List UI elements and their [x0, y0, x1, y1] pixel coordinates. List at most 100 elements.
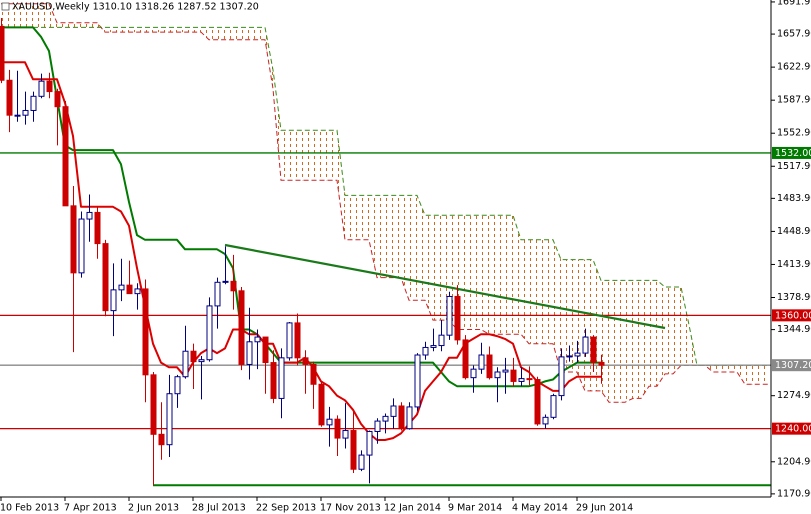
- candle-body: [542, 416, 549, 425]
- candle-body: [246, 341, 253, 365]
- candle-body: [574, 352, 581, 357]
- candle-body: [46, 80, 53, 93]
- x-tick-label: 9 Mar 2014: [448, 503, 502, 514]
- candle-body: [38, 80, 45, 97]
- senkou-line: [1, 26, 769, 366]
- candle-body: [526, 378, 533, 381]
- candle-body: [318, 383, 325, 426]
- plot-area: [0, 3, 771, 487]
- candle-body: [206, 305, 213, 361]
- candle-body: [350, 430, 357, 470]
- candle-body: [518, 378, 525, 382]
- candle-body: [294, 322, 301, 359]
- candle-body: [214, 281, 221, 307]
- candle-body: [62, 106, 69, 207]
- trendline: [224, 243, 666, 330]
- y-tick-label: 1274.90: [777, 390, 811, 401]
- candle-body: [478, 354, 485, 370]
- y-tick-label: 1552.90: [777, 128, 811, 139]
- price-label: 1307.20: [775, 360, 811, 371]
- y-tick-label: 1657.90: [777, 29, 811, 40]
- candle-body: [446, 295, 453, 336]
- candle-body: [438, 334, 445, 347]
- candle-body: [502, 369, 509, 373]
- candle-body: [70, 205, 77, 274]
- candle-body: [430, 345, 437, 348]
- y-tick-label: 1622.90: [777, 62, 811, 73]
- candle-body: [166, 393, 173, 446]
- x-tick-label: 28 Jul 2013: [192, 503, 246, 514]
- candle-body: [230, 280, 237, 292]
- candle-body: [590, 336, 597, 364]
- candle-body: [86, 211, 93, 220]
- candle-body: [374, 420, 381, 432]
- x-tick-label: 29 Jun 2014: [576, 503, 633, 514]
- candle-body: [494, 371, 501, 379]
- chart-title: XAUUSD,Weekly 1310.10 1318.26 1287.52 13…: [12, 2, 259, 13]
- x-tick-label: 4 May 2014: [512, 503, 568, 514]
- tenkan-line: [1, 61, 601, 441]
- title-icon: [1, 2, 10, 11]
- candle-body: [454, 295, 461, 341]
- candle-body: [150, 374, 157, 435]
- price-label-box: [772, 422, 811, 435]
- candle-body: [358, 454, 365, 470]
- candle-body: [342, 430, 349, 439]
- candle-body: [582, 336, 589, 354]
- candle-body: [398, 405, 405, 430]
- candle-body: [134, 288, 141, 295]
- candle-body: [286, 322, 293, 359]
- candle-body: [422, 346, 429, 356]
- x-tick-label: 10 Feb 2013: [0, 503, 59, 514]
- x-tick-label: 17 Nov 2013: [320, 503, 381, 514]
- candle-body: [270, 362, 277, 399]
- ichimoku-cloud: [1, 3, 769, 403]
- candle-body: [174, 376, 181, 395]
- candle-body: [598, 361, 605, 366]
- x-tick-label: 12 Jan 2014: [384, 503, 441, 514]
- price-label: 1360.00: [775, 310, 811, 321]
- y-tick-label: 1448.90: [777, 226, 811, 237]
- candle-body: [534, 379, 541, 425]
- candle-body: [190, 350, 197, 363]
- senkou-line: [1, 3, 769, 403]
- price-label: 1240.00: [775, 424, 811, 435]
- price-label: 1532.00: [775, 148, 811, 159]
- candle-body: [102, 243, 109, 312]
- candle-body: [510, 369, 517, 382]
- candle-body: [22, 109, 29, 116]
- candle-body: [326, 418, 333, 426]
- kijun-line: [1, 26, 601, 388]
- y-tick-label: 1378.90: [777, 292, 811, 303]
- y-tick-label: 1517.90: [777, 161, 811, 172]
- candle-body: [182, 350, 189, 378]
- candle-body: [390, 405, 397, 417]
- price-label-box: [772, 146, 811, 159]
- candle-body: [78, 218, 85, 274]
- candle-body: [110, 289, 117, 312]
- candle-body: [462, 339, 469, 379]
- y-tick-label: 1170.90: [777, 488, 811, 499]
- candle-body: [262, 336, 269, 364]
- candle-body: [550, 395, 557, 418]
- candle-body: [254, 336, 261, 343]
- price-label-box: [772, 359, 811, 372]
- candle-body: [222, 280, 229, 283]
- candle-body: [566, 355, 573, 358]
- candle-body: [126, 284, 133, 295]
- x-tick-label: 7 Apr 2013: [64, 503, 117, 514]
- y-tick-label: 1691.95: [777, 0, 811, 7]
- candle-body: [302, 357, 309, 365]
- candle-body: [94, 211, 101, 245]
- candle-body: [118, 284, 125, 291]
- candle-body: [6, 79, 13, 116]
- candle-body: [198, 359, 205, 363]
- y-tick-label: 1204.90: [777, 456, 811, 467]
- candle-body: [486, 354, 493, 379]
- candle-body: [0, 25, 5, 81]
- y-tick-label: 1413.90: [777, 259, 811, 270]
- candle-body: [278, 357, 285, 399]
- candle-body: [14, 114, 21, 117]
